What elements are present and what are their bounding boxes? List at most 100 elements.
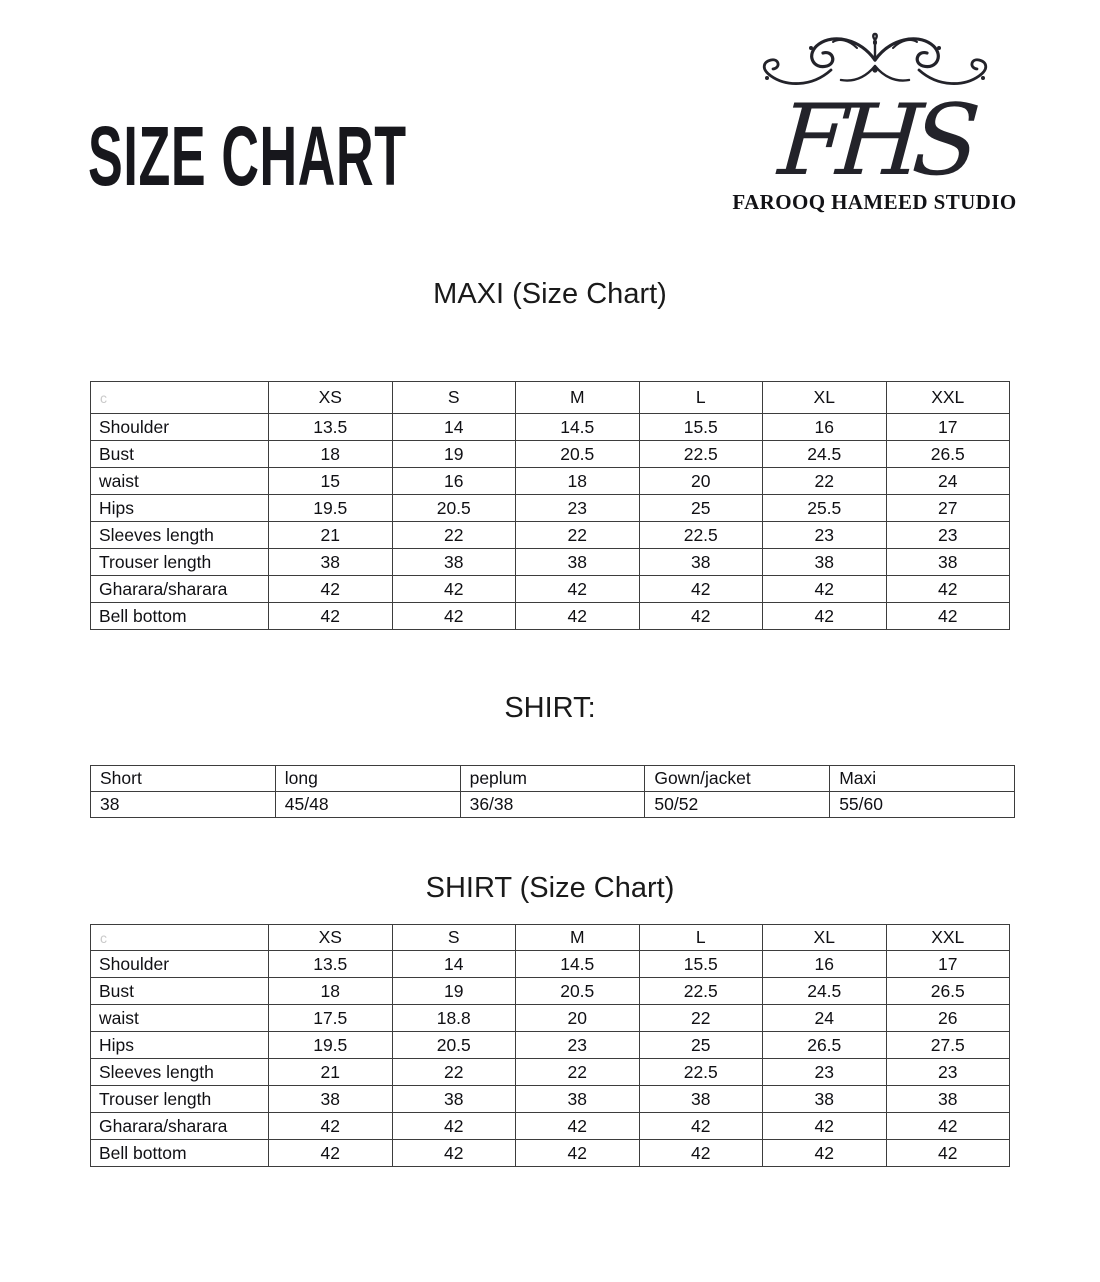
shirt-size-table: c XS S M L XL XXL Shoulder 13.5 14 14.5 15.5 16 17 Bus… xyxy=(90,924,1010,1167)
maxi-section-heading: MAXI (Size Chart) xyxy=(433,278,667,310)
size-value: 16 xyxy=(762,950,887,978)
length-column-header: Short xyxy=(90,765,276,792)
size-value: 23 xyxy=(762,1058,887,1086)
size-value: 26.5 xyxy=(885,977,1010,1005)
size-column-header: XXL xyxy=(885,924,1010,951)
measurement-row: Shoulder 13.5 14 14.5 15.5 16 17 xyxy=(90,950,1010,978)
size-column-header: M xyxy=(515,381,640,414)
length-value-row: 38 45/48 36/38 50/52 55/60 xyxy=(90,791,1015,818)
size-value: 22 xyxy=(515,1058,640,1086)
length-value: 50/52 xyxy=(644,791,831,818)
size-value: 22 xyxy=(391,521,516,549)
size-value: 42 xyxy=(885,602,1010,630)
size-value: 42 xyxy=(268,602,393,630)
size-value: 23 xyxy=(762,521,887,549)
length-column-header: peplum xyxy=(459,765,646,792)
length-column-header: Gown/jacket xyxy=(644,765,831,792)
measurement-label: Trouser length xyxy=(90,548,269,576)
size-value: 24 xyxy=(885,467,1010,495)
size-value: 18 xyxy=(268,977,393,1005)
measurement-row: Hips 19.5 20.5 23 25 25.5 27 xyxy=(90,494,1010,522)
size-value: 38 xyxy=(268,548,393,576)
size-column-header: XS xyxy=(268,381,393,414)
size-value: 23 xyxy=(885,521,1010,549)
measurement-label: Shoulder xyxy=(90,413,269,441)
size-value: 15.5 xyxy=(638,413,763,441)
size-value: 15 xyxy=(268,467,393,495)
measurement-label: Shoulder xyxy=(90,950,269,978)
size-value: 16 xyxy=(391,467,516,495)
measurement-row: Bell bottom 42 42 42 42 42 42 xyxy=(90,1139,1010,1167)
size-value: 42 xyxy=(762,1112,887,1140)
size-value: 42 xyxy=(515,575,640,603)
size-value: 23 xyxy=(515,494,640,522)
size-value: 42 xyxy=(638,1139,763,1167)
size-value: 14 xyxy=(391,950,516,978)
size-value: 20 xyxy=(638,467,763,495)
size-value: 20.5 xyxy=(515,440,640,468)
size-value: 20 xyxy=(515,1004,640,1032)
size-value: 17 xyxy=(885,413,1010,441)
measurement-row: Trouser length 38 38 38 38 38 38 xyxy=(90,548,1010,576)
size-value: 19.5 xyxy=(268,1031,393,1059)
size-value: 19 xyxy=(391,977,516,1005)
size-value: 22 xyxy=(515,521,640,549)
size-value: 38 xyxy=(515,548,640,576)
measurement-label: Bust xyxy=(90,440,269,468)
size-value: 42 xyxy=(762,602,887,630)
size-value: 38 xyxy=(391,548,516,576)
measurement-label: Bell bottom xyxy=(90,1139,269,1167)
size-value: 20.5 xyxy=(391,1031,516,1059)
size-value: 27.5 xyxy=(885,1031,1010,1059)
size-value: 42 xyxy=(638,575,763,603)
size-column-header: XXL xyxy=(885,381,1010,414)
size-value: 14.5 xyxy=(515,950,640,978)
size-value: 23 xyxy=(885,1058,1010,1086)
measurement-label: Hips xyxy=(90,494,269,522)
size-value: 42 xyxy=(268,1139,393,1167)
measurement-row: Bell bottom 42 42 42 42 42 42 xyxy=(90,602,1010,630)
measurement-row: Sleeves length 21 22 22 22.5 23 23 xyxy=(90,521,1010,549)
size-value: 26.5 xyxy=(762,1031,887,1059)
size-value: 14.5 xyxy=(515,413,640,441)
size-value: 42 xyxy=(638,1112,763,1140)
size-value: 42 xyxy=(885,1139,1010,1167)
brand-monogram: FHS xyxy=(775,84,974,198)
length-value: 55/60 xyxy=(829,791,1015,818)
size-value: 25 xyxy=(638,494,763,522)
size-value: 14 xyxy=(391,413,516,441)
size-value: 38 xyxy=(885,548,1010,576)
size-value: 26.5 xyxy=(885,440,1010,468)
size-value: 18 xyxy=(268,440,393,468)
measurement-row: Gharara/sharara 42 42 42 42 42 42 xyxy=(90,1112,1010,1140)
size-header-row: c XS S M L XL XXL xyxy=(90,381,1010,414)
measurement-row: Hips 19.5 20.5 23 25 26.5 27.5 xyxy=(90,1031,1010,1059)
measurement-label: Trouser length xyxy=(90,1085,269,1113)
measurement-row: Bust 18 19 20.5 22.5 24.5 26.5 xyxy=(90,977,1010,1005)
size-value: 18.8 xyxy=(391,1004,516,1032)
size-value: 38 xyxy=(762,548,887,576)
size-value: 25.5 xyxy=(762,494,887,522)
measurement-label: Bust xyxy=(90,977,269,1005)
size-value: 38 xyxy=(762,1085,887,1113)
measurement-label: Bell bottom xyxy=(90,602,269,630)
size-column-header: M xyxy=(515,924,640,951)
size-value: 13.5 xyxy=(268,950,393,978)
size-value: 22.5 xyxy=(638,521,763,549)
size-value: 42 xyxy=(515,1112,640,1140)
size-value: 24.5 xyxy=(762,977,887,1005)
size-value: 38 xyxy=(391,1085,516,1113)
size-value: 27 xyxy=(885,494,1010,522)
size-column-header: S xyxy=(391,381,516,414)
size-column-header: L xyxy=(638,381,763,414)
size-value: 22.5 xyxy=(638,440,763,468)
size-value: 16 xyxy=(762,413,887,441)
measurement-label: Sleeves length xyxy=(90,521,269,549)
shirt-length-table: Short long peplum Gown/jacket Maxi 38 45/48 36/… xyxy=(90,765,1015,818)
size-column-header: XS xyxy=(268,924,393,951)
size-value: 21 xyxy=(268,1058,393,1086)
measurement-label: waist xyxy=(90,467,269,495)
size-value: 22.5 xyxy=(638,977,763,1005)
size-value: 20.5 xyxy=(515,977,640,1005)
